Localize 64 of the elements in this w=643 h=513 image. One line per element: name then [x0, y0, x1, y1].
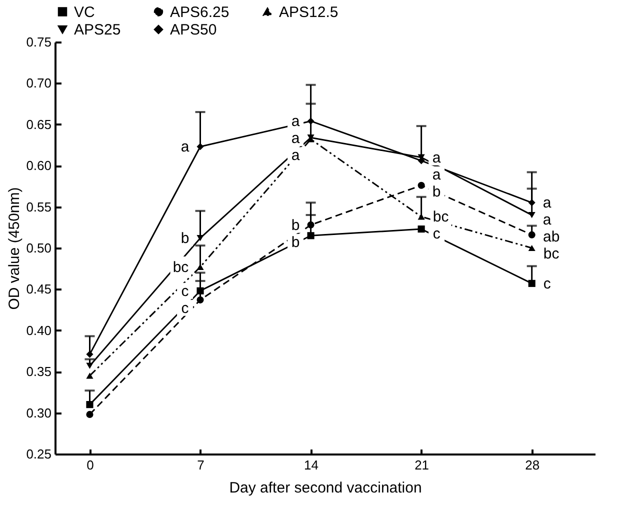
y-tick-label: 0.70	[26, 76, 52, 91]
x-tick-label: 0	[86, 458, 94, 472]
legend-label: VC	[74, 4, 96, 21]
annotation: a	[542, 194, 552, 212]
legend-label: APS25	[74, 22, 121, 38]
legend-label: APS6.25	[170, 4, 230, 21]
y-tick-label: 0.25	[26, 446, 52, 462]
point	[86, 372, 94, 379]
point	[86, 401, 94, 408]
point	[418, 157, 425, 164]
y-tick-label: 0.35	[26, 364, 52, 380]
annotation: c	[181, 300, 190, 317]
y-axis-title: OD value (450nm)	[6, 187, 24, 310]
y-tick-label: 0.45	[26, 282, 52, 297]
y-tick-label: 0.50	[26, 240, 52, 256]
point	[86, 362, 94, 369]
annotation: a	[432, 149, 442, 166]
legend-label: APS12.5	[279, 4, 338, 21]
point	[307, 118, 314, 125]
annotation: a	[180, 138, 190, 156]
x-tick-label: 21	[414, 458, 430, 472]
point	[418, 226, 425, 233]
point	[196, 296, 204, 304]
x-tick-label: 28	[525, 458, 540, 472]
point	[528, 244, 536, 252]
annotation: b	[432, 183, 441, 200]
x-tick-label: 7	[197, 458, 204, 472]
point	[196, 143, 204, 150]
point	[418, 214, 425, 220]
point	[528, 212, 536, 218]
y-tick-label: 0.75	[26, 34, 52, 50]
annotation: c	[181, 282, 190, 300]
point	[196, 235, 204, 242]
annotation: bc	[432, 208, 450, 226]
annotation: b	[291, 234, 300, 251]
annotation: a	[291, 147, 300, 164]
annotation: a	[542, 212, 552, 229]
y-tick-label: 0.55	[26, 199, 52, 214]
annotation: bc	[543, 246, 560, 263]
point	[528, 280, 536, 287]
point	[418, 182, 425, 189]
annotation: a	[432, 166, 442, 184]
y-tick-label: 0.60	[26, 158, 52, 174]
point	[307, 221, 314, 228]
annotation: a	[291, 113, 300, 130]
point	[86, 350, 94, 358]
y-tick-label: 0.40	[26, 322, 52, 338]
x-tick-label: 14	[304, 458, 319, 472]
annotation: ab	[543, 228, 560, 246]
annotation: b	[180, 230, 190, 248]
annotation: c	[543, 275, 552, 292]
point	[86, 410, 94, 418]
point	[196, 287, 204, 294]
y-tick-label: 0.30	[26, 405, 52, 420]
annotation: bc	[172, 258, 190, 276]
annotation: a	[291, 130, 300, 148]
annotation: c	[432, 226, 441, 243]
point	[307, 232, 314, 240]
annotation: b	[291, 216, 300, 234]
point	[528, 199, 536, 206]
point	[528, 231, 536, 238]
x-axis-title: Day after second vaccination	[229, 480, 422, 496]
y-tick-label: 0.65	[26, 116, 52, 132]
legend-label: APS50	[170, 22, 217, 38]
